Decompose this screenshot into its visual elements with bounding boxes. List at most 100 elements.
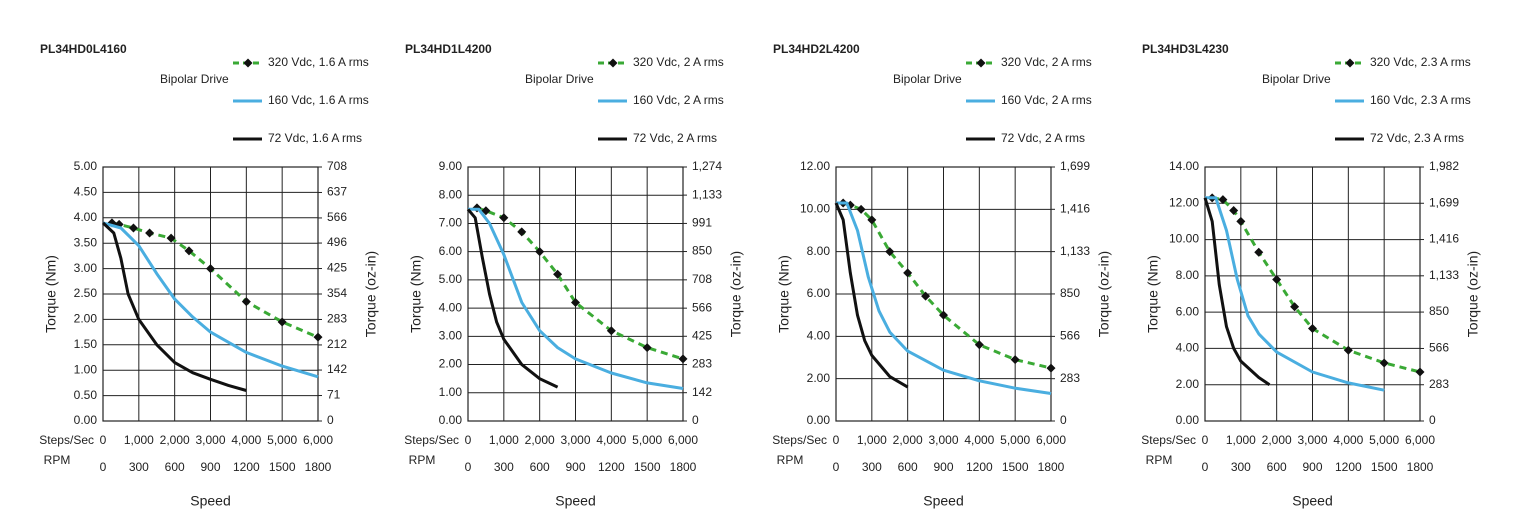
y-tick-label: 6.00: [807, 286, 831, 300]
y2-axis-title: Torque (oz-in): [728, 251, 744, 337]
y-tick-label: 1.50: [74, 337, 98, 351]
x2-tick-label: 900: [565, 460, 585, 474]
y2-tick-label: 283: [692, 357, 712, 371]
data-point: [1415, 367, 1425, 377]
plot-frame: [1204, 166, 1421, 422]
y2-tick-label: 566: [1429, 341, 1449, 355]
y-tick-label: 0.50: [74, 388, 98, 402]
y-tick-label: 8.00: [439, 187, 463, 201]
x2-tick-label: 1200: [966, 460, 993, 474]
data-point: [903, 268, 913, 278]
panel-title: PL34HD3L4230: [1142, 42, 1229, 56]
x2-tick-label: 1800: [670, 460, 697, 474]
x2-tick-label: 0: [833, 460, 840, 474]
panel-title: PL34HD0L4160: [40, 42, 127, 56]
x-tick-label: 3,000: [1297, 433, 1327, 447]
y-tick-label: 6.00: [439, 244, 463, 258]
y-tick-label: 3.00: [74, 261, 98, 275]
y2-tick-label: 566: [692, 300, 712, 314]
y2-tick-label: 496: [327, 235, 347, 249]
legend-label: 72 Vdc, 1.6 A rms: [268, 131, 362, 145]
data-point: [313, 332, 323, 342]
x-tick-label: 1,000: [489, 433, 519, 447]
data-point: [1229, 206, 1239, 216]
y2-tick-label: 0: [692, 413, 699, 427]
x2-tick-label: 300: [129, 460, 149, 474]
legend-label: 72 Vdc, 2 A rms: [1001, 131, 1085, 145]
data-point: [1290, 302, 1300, 312]
series-line: [1203, 197, 1271, 386]
y2-tick-label: 425: [327, 261, 347, 275]
y2-tick-label: 850: [692, 244, 712, 258]
x-tick-label: 6,000: [1036, 433, 1066, 447]
data-point: [921, 291, 931, 301]
plot-frame: [467, 166, 684, 422]
y-axis-title: Torque (Nm): [408, 255, 424, 333]
legend-label: 72 Vdc, 2.3 A rms: [1370, 131, 1464, 145]
y2-tick-label: 1,699: [1429, 195, 1459, 209]
x2-tick-label: 1500: [1371, 460, 1398, 474]
x2-tick-label: 300: [1231, 460, 1251, 474]
x-tick-label: 3,000: [195, 433, 225, 447]
series-line: [468, 207, 684, 390]
data-point: [1236, 216, 1246, 226]
y-tick-label: 4.50: [74, 185, 98, 199]
y2-tick-label: 566: [1060, 329, 1080, 343]
x-tick-label: 1,000: [124, 433, 154, 447]
x2-tick-label: 900: [1302, 460, 1322, 474]
data-point: [553, 269, 563, 279]
x-tick-label: 5,000: [1000, 433, 1030, 447]
data-point: [606, 326, 616, 336]
x-tick-label: 3,000: [560, 433, 590, 447]
x2-tick-label: 900: [200, 460, 220, 474]
x2-tick-label: 600: [898, 460, 918, 474]
x2-tick-label: 1500: [634, 460, 661, 474]
x-tick-label: 2,000: [893, 433, 923, 447]
x-tick-label: 1,000: [857, 433, 887, 447]
y2-tick-label: 1,982: [1429, 159, 1459, 173]
data-point: [939, 310, 948, 320]
y2-tick-label: 425: [692, 328, 712, 342]
y-tick-label: 0.00: [1176, 413, 1200, 427]
x-tick-label: 3,000: [928, 433, 958, 447]
data-point: [241, 297, 251, 307]
data-point: [1046, 363, 1056, 373]
x-tick-label: 0: [1202, 433, 1209, 447]
y-tick-label: 0.00: [74, 413, 98, 427]
x-unit-label: Steps/Sec: [404, 433, 459, 447]
y2-tick-label: 0: [1429, 413, 1436, 427]
data-point: [642, 343, 652, 353]
annotation: Bipolar Drive: [1262, 72, 1331, 86]
x-tick-label: 4,000: [1333, 433, 1363, 447]
data-point: [535, 247, 545, 257]
legend-label: 320 Vdc, 2.3 A rms: [1370, 55, 1471, 69]
legend-marker: [243, 58, 253, 68]
x-tick-label: 0: [100, 433, 107, 447]
y-tick-label: 0.00: [439, 413, 463, 427]
y2-tick-label: 708: [327, 159, 347, 173]
data-point: [1308, 323, 1317, 333]
x-tick-label: 2,000: [160, 433, 190, 447]
data-point: [145, 228, 155, 238]
data-point: [1379, 358, 1389, 368]
data-point: [184, 246, 194, 256]
y2-tick-label: 283: [1060, 371, 1080, 385]
y-tick-label: 9.00: [439, 159, 463, 173]
y-tick-label: 2.00: [1176, 377, 1200, 391]
y-tick-label: 12.00: [800, 159, 830, 173]
y-axis-title: Torque (Nm): [1145, 255, 1161, 333]
y2-tick-label: 0: [327, 413, 334, 427]
series-line: [476, 206, 684, 361]
y-tick-label: 8.00: [1176, 268, 1200, 282]
y-tick-label: 10.00: [1169, 232, 1199, 246]
x-tick-label: 6,000: [668, 433, 698, 447]
x-tick-label: 0: [833, 433, 840, 447]
data-point: [1010, 355, 1020, 365]
data-point: [481, 206, 491, 216]
x-tick-label: 5,000: [1369, 433, 1399, 447]
x2-unit-label: RPM: [777, 453, 804, 467]
annotation: Bipolar Drive: [893, 72, 962, 86]
x-tick-label: 4,000: [596, 433, 626, 447]
y-tick-label: 4.00: [439, 300, 463, 314]
